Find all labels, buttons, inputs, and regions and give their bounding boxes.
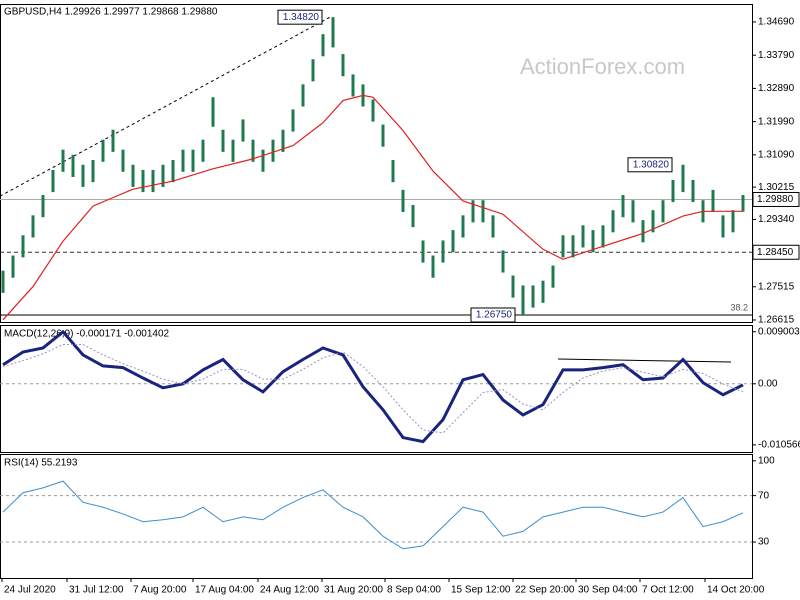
y-tick-label: 1.27515 [758,281,795,292]
annotation-label: 1.34820 [283,12,320,23]
y-tick-label: 1.33790 [758,50,795,61]
y-tick-label: 70 [758,490,770,501]
annotation-label: 1.26750 [476,310,513,321]
support-label: 1.28450 [757,247,794,258]
y-tick-label: 0.00 [758,378,778,389]
x-tick-label: 31 Aug 20:00 [324,585,383,596]
y-tick-label: 30 [758,537,770,548]
y-tick-label: 1.32890 [758,83,795,94]
x-tick-label: 24 Jul 2020 [4,585,56,596]
annotation-box [470,307,516,323]
y-tick-label: 1.31090 [758,149,795,160]
indicator-line [2,329,744,444]
x-tick-label: 17 Aug 04:00 [195,585,254,596]
annotation-box [277,9,323,25]
y-tick-label: 1.30215 [758,182,795,193]
annotation-label: 1.30820 [633,159,670,170]
moving-average [2,94,743,321]
x-tick-label: 24 Aug 12:00 [260,585,319,596]
trendline [0,16,331,197]
y-tick-label: 1.29340 [758,214,795,225]
watermark: ActionForex.com [520,54,685,79]
x-tick-label: 7 Oct 12:00 [642,585,694,596]
price-panel [0,4,753,323]
current-label: 1.29880 [757,194,794,205]
x-tick-label: 31 Jul 12:00 [69,585,124,596]
support-box [752,244,800,260]
annotation-box [627,157,673,173]
y-tick-label: -0.010566 [758,440,800,451]
x-tick-label: 14 Oct 20:00 [707,585,765,596]
x-tick-label: 15 Sep 12:00 [451,585,511,596]
rsi-panel [0,454,753,579]
panel-title: RSI(14) 55.2193 [4,458,78,469]
x-tick-label: 22 Sep 20:00 [515,585,575,596]
y-tick-label: 1.31990 [758,116,795,127]
current-box [752,191,800,207]
fib-label: 38.2 [730,302,748,312]
macd-trendline [557,358,732,363]
y-tick-label: 0.009003 [758,326,800,337]
panel-title: GBPUSD,H4 1.29926 1.29977 1.29868 1.2988… [4,7,218,18]
y-tick-label: 100 [758,455,775,466]
y-tick-label: 1.34690 [758,17,795,28]
x-tick-label: 30 Sep 04:00 [578,585,638,596]
panel-title: MACD(12,26,9) -0.000171 -0.001402 [4,329,170,340]
x-tick-label: 7 Aug 20:00 [133,585,187,596]
y-tick-label: 1.26615 [758,315,795,326]
macd-panel [0,325,753,453]
x-tick-label: 8 Sep 04:00 [387,585,441,596]
indicator-line [2,480,744,550]
